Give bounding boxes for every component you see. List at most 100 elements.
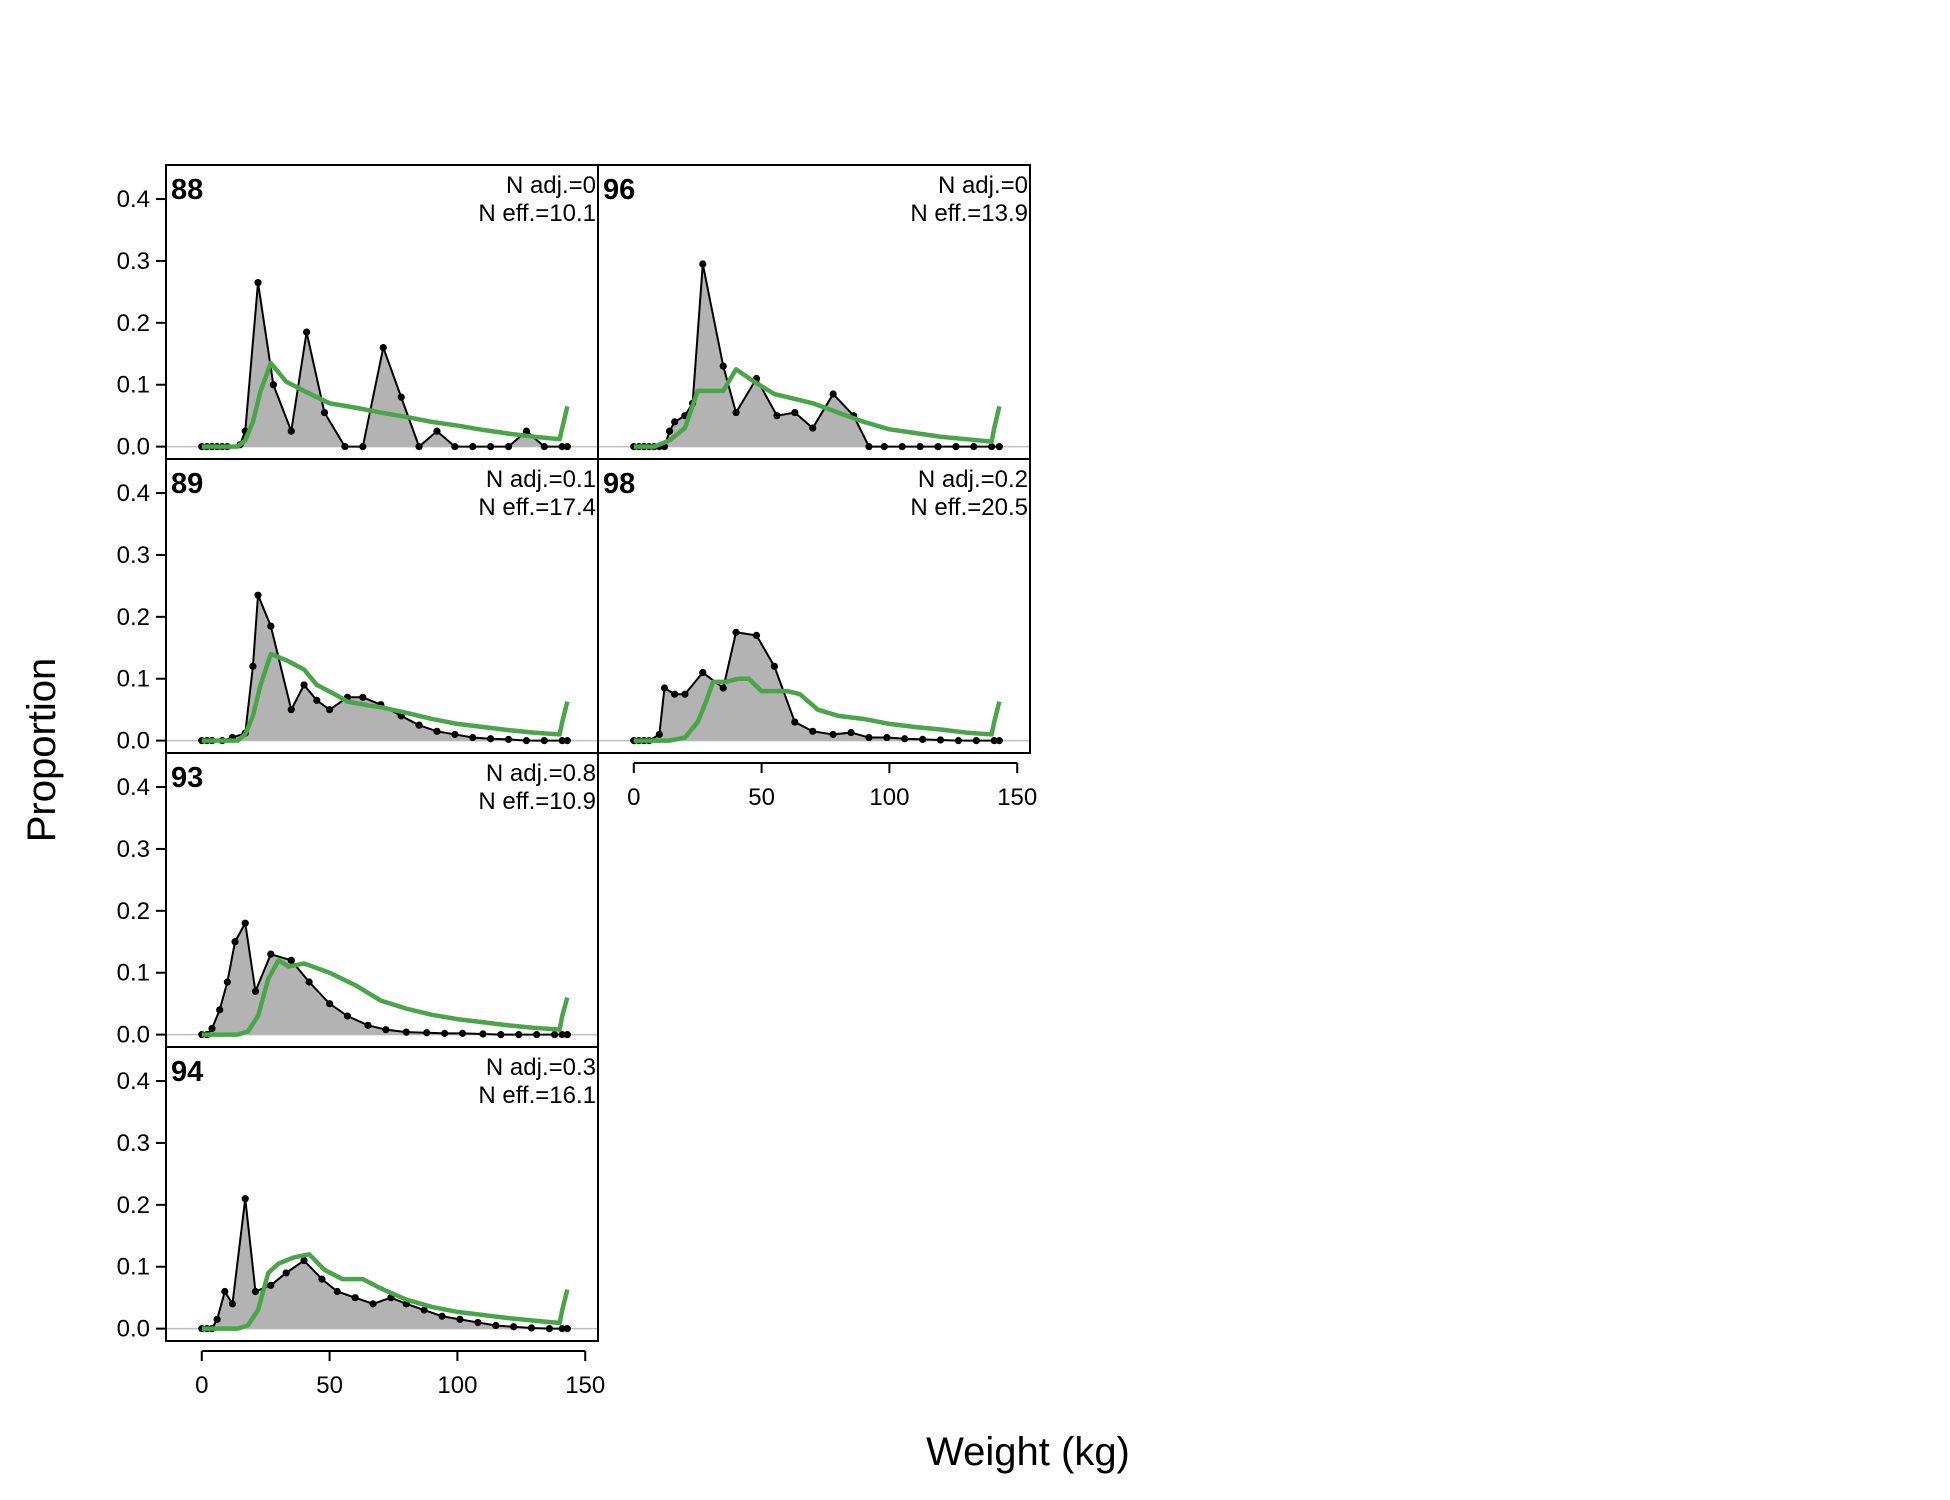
observed-point — [318, 1275, 326, 1283]
observed-point — [919, 735, 927, 743]
observed-area — [201, 595, 568, 741]
observed-point — [934, 443, 942, 451]
observed-point — [752, 631, 761, 640]
observed-point — [522, 427, 531, 435]
y-tick-label: 0.2 — [117, 898, 150, 925]
y-tick-label: 0.4 — [117, 1068, 150, 1095]
observed-point — [397, 393, 405, 401]
observed-point — [267, 1281, 275, 1289]
n-adj-label: N adj.=0.8 — [486, 760, 596, 787]
observed-point — [954, 737, 963, 745]
observed-point — [451, 443, 459, 451]
observed-area — [201, 282, 568, 447]
expected-line — [633, 367, 1002, 449]
y-tick-label: 0.0 — [117, 728, 150, 755]
observed-point — [438, 1312, 446, 1320]
y-tick-label: 0.3 — [117, 542, 150, 569]
observed-point — [287, 427, 295, 435]
observed-point — [540, 737, 548, 745]
n-eff-label: N eff.=10.9 — [478, 788, 596, 815]
observed-point — [415, 443, 423, 451]
panel-frame — [597, 458, 1031, 754]
observed-point — [492, 1321, 500, 1330]
observed-point — [880, 443, 888, 451]
observed-point — [732, 408, 740, 417]
observed-point — [791, 408, 799, 417]
observed-point — [901, 735, 909, 743]
observed-point — [671, 418, 679, 426]
observed-point — [320, 408, 329, 417]
observed-area — [201, 1198, 568, 1329]
observed-point — [254, 591, 262, 599]
observed-point — [770, 662, 778, 670]
observed-point — [558, 737, 566, 745]
observed-point — [441, 1029, 449, 1037]
observed-point — [563, 1325, 571, 1333]
panel-title: 93 — [171, 762, 203, 794]
panel-frame — [165, 1046, 599, 1342]
observed-point — [287, 706, 295, 714]
observed-point — [487, 443, 495, 451]
panel-title: 88 — [171, 174, 203, 206]
observed-point — [563, 737, 571, 745]
panel-title: 96 — [603, 174, 635, 206]
panel-88: 88 N adj.=0N eff.=10.1 0.0 0.1 0.2 0.3 0.4 — [117, 164, 599, 461]
observed-point — [479, 1030, 487, 1038]
observed-point — [545, 1325, 554, 1333]
observed-point — [995, 737, 1003, 745]
y-tick-label: 0.4 — [117, 186, 150, 213]
y-tick-label: 0.3 — [117, 1130, 150, 1157]
y-tick-label: 0.2 — [117, 310, 150, 337]
expected-line — [633, 676, 1002, 743]
observed-point — [550, 1031, 559, 1039]
y-axis-label: Proportion — [20, 658, 64, 843]
observed-point — [269, 381, 277, 389]
observed-point — [282, 1269, 290, 1277]
observed-point — [228, 1300, 237, 1308]
observed-point — [369, 1300, 377, 1308]
y-tick-label: 0.1 — [117, 372, 150, 399]
observed-point — [300, 1256, 308, 1265]
observed-point — [469, 733, 477, 742]
observed-area — [201, 923, 568, 1035]
observed-point — [402, 1028, 410, 1036]
observed-point — [916, 443, 924, 451]
observed-point — [865, 443, 873, 451]
observed-point — [829, 730, 837, 739]
observed-point — [540, 443, 548, 451]
observed-point — [267, 950, 275, 958]
observed-point — [671, 690, 679, 698]
observed-point — [313, 696, 321, 704]
n-adj-label: N adj.=0.2 — [918, 466, 1028, 493]
observed-point — [522, 737, 531, 745]
observed-point — [809, 424, 817, 432]
observed-point — [988, 443, 996, 451]
observed-point — [208, 1024, 216, 1033]
expected-line — [201, 1252, 570, 1331]
observed-point — [660, 684, 669, 692]
x-tick-label: 0 — [195, 1372, 208, 1399]
observed-point — [254, 279, 262, 287]
panel-98: 98 N adj.=0.2N eff.=20.5 0 50 100 150 — [597, 458, 1037, 811]
observed-point — [563, 1031, 571, 1039]
observed-point — [341, 443, 349, 451]
panel-title: 94 — [171, 1056, 203, 1088]
observed-point — [865, 733, 873, 742]
y-tick-label: 0.1 — [117, 1254, 150, 1281]
n-eff-label: N eff.=20.5 — [910, 494, 1028, 521]
expected-line — [201, 651, 570, 743]
y-tick-label: 0.4 — [117, 480, 150, 507]
panel-title: 98 — [603, 468, 635, 500]
observed-point — [415, 721, 423, 729]
observed-point — [655, 730, 663, 739]
observed-point — [898, 443, 906, 451]
panel-title: 89 — [171, 468, 203, 500]
observed-point — [379, 343, 387, 352]
observed-point — [558, 1031, 566, 1039]
observed-point — [773, 412, 781, 420]
x-tick-label: 150 — [565, 1372, 605, 1399]
n-adj-label: N adj.=0 — [506, 172, 596, 199]
observed-point — [249, 662, 257, 670]
observed-point — [510, 1323, 518, 1331]
observed-point — [681, 690, 689, 698]
